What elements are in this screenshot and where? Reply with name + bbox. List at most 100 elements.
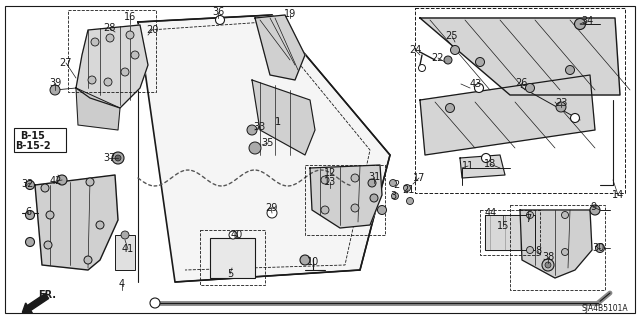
Text: 22: 22 — [432, 53, 444, 63]
Circle shape — [527, 247, 534, 254]
Circle shape — [556, 102, 566, 112]
Circle shape — [321, 206, 329, 214]
Text: 21: 21 — [402, 185, 414, 195]
Text: FR.: FR. — [38, 290, 56, 300]
Polygon shape — [520, 210, 592, 278]
Circle shape — [570, 114, 579, 122]
Circle shape — [525, 84, 534, 93]
Text: B-15: B-15 — [20, 131, 45, 141]
Circle shape — [50, 85, 60, 95]
Text: 6: 6 — [25, 207, 31, 217]
Polygon shape — [420, 75, 595, 155]
Text: 38: 38 — [542, 252, 554, 262]
Bar — [415, 8, 625, 193]
Text: B-15-2: B-15-2 — [15, 141, 51, 151]
Text: 9: 9 — [590, 202, 596, 212]
Polygon shape — [138, 15, 390, 282]
Text: 37: 37 — [103, 153, 115, 163]
Bar — [305, 165, 385, 235]
Polygon shape — [76, 25, 148, 108]
Circle shape — [566, 65, 575, 75]
Circle shape — [445, 103, 454, 113]
Text: 8: 8 — [535, 246, 541, 256]
Circle shape — [91, 38, 99, 46]
Circle shape — [247, 125, 257, 135]
Text: 3: 3 — [390, 191, 396, 201]
Circle shape — [249, 142, 261, 154]
Text: 16: 16 — [124, 12, 136, 22]
Circle shape — [476, 57, 484, 66]
Polygon shape — [255, 15, 305, 80]
Polygon shape — [252, 80, 315, 155]
Circle shape — [590, 205, 600, 215]
Text: 42: 42 — [50, 176, 62, 186]
Polygon shape — [460, 155, 505, 178]
Circle shape — [267, 208, 277, 218]
Text: 33: 33 — [253, 122, 265, 132]
Text: 36: 36 — [212, 7, 224, 17]
Circle shape — [44, 241, 52, 249]
Text: 25: 25 — [445, 31, 458, 41]
Text: 34: 34 — [581, 16, 593, 26]
Circle shape — [150, 298, 160, 308]
Circle shape — [561, 211, 568, 219]
Circle shape — [126, 31, 134, 39]
Text: 27: 27 — [60, 58, 72, 68]
Circle shape — [106, 34, 114, 42]
Circle shape — [351, 174, 359, 182]
Circle shape — [112, 152, 124, 164]
Text: 35: 35 — [262, 138, 274, 148]
Bar — [14, 128, 66, 152]
Text: 30: 30 — [592, 243, 604, 253]
Polygon shape — [76, 88, 120, 130]
Circle shape — [131, 51, 139, 59]
Bar — [115, 235, 135, 270]
Circle shape — [561, 249, 568, 256]
Text: 10: 10 — [307, 257, 319, 267]
Circle shape — [121, 68, 129, 76]
Circle shape — [216, 16, 225, 25]
Circle shape — [444, 56, 452, 64]
Circle shape — [451, 46, 460, 55]
Polygon shape — [310, 165, 382, 228]
Text: SJA4B5101A: SJA4B5101A — [581, 304, 628, 313]
Text: 19: 19 — [284, 9, 296, 19]
Circle shape — [41, 184, 49, 192]
Circle shape — [57, 175, 67, 185]
Polygon shape — [420, 18, 620, 95]
Circle shape — [115, 155, 121, 161]
Text: 20: 20 — [146, 25, 158, 35]
Text: 40: 40 — [231, 230, 243, 240]
Bar — [510, 205, 605, 290]
Circle shape — [46, 211, 54, 219]
Polygon shape — [485, 215, 535, 250]
Bar — [210, 238, 255, 278]
Text: 12: 12 — [324, 168, 336, 178]
Circle shape — [229, 231, 237, 239]
Text: 32: 32 — [22, 179, 34, 189]
Bar — [480, 210, 540, 255]
Text: 23: 23 — [555, 98, 567, 108]
Circle shape — [474, 84, 483, 93]
Circle shape — [368, 179, 376, 187]
Circle shape — [403, 184, 410, 191]
Circle shape — [545, 262, 551, 268]
Circle shape — [575, 19, 586, 29]
Text: 18: 18 — [484, 159, 496, 169]
Text: 26: 26 — [515, 78, 527, 88]
Text: 1: 1 — [275, 117, 281, 127]
Circle shape — [351, 204, 359, 212]
Circle shape — [88, 76, 96, 84]
Text: 4: 4 — [119, 279, 125, 289]
Circle shape — [26, 211, 35, 219]
Circle shape — [378, 205, 387, 214]
Circle shape — [595, 243, 605, 253]
Circle shape — [86, 178, 94, 186]
Circle shape — [527, 211, 534, 219]
Text: 31: 31 — [368, 172, 380, 182]
Polygon shape — [35, 175, 118, 270]
Circle shape — [390, 180, 397, 187]
Circle shape — [542, 259, 554, 271]
Bar — [68, 10, 156, 92]
Text: 7: 7 — [525, 214, 531, 224]
